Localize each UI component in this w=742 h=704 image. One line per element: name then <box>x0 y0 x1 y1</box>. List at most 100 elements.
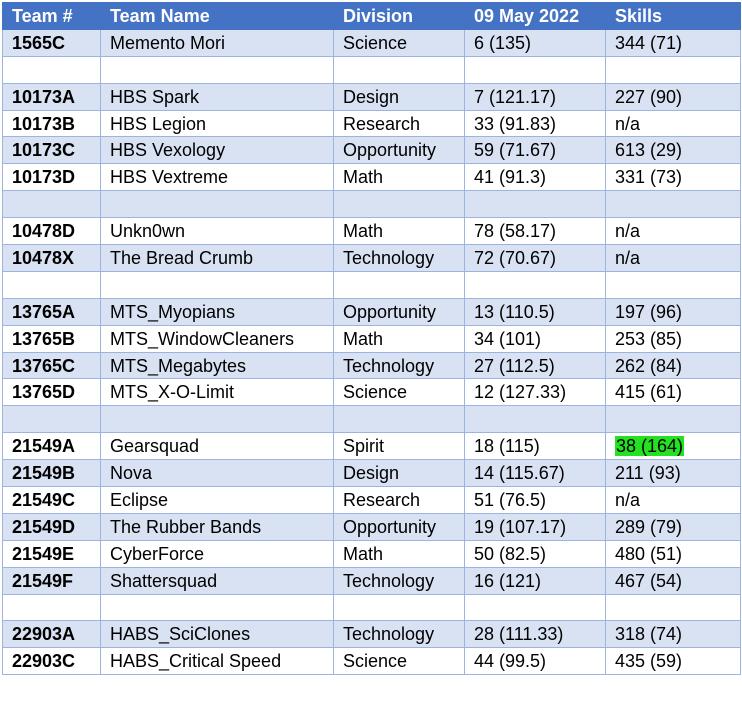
cell-skills-rank: 331 (73) <box>605 163 741 192</box>
cell-date-rank: 41 (91.3) <box>464 163 606 192</box>
cell-team-name: HBS Vexology <box>100 136 334 165</box>
cell-date-rank: 18 (115) <box>464 432 606 461</box>
cell-division: Opportunity <box>333 297 465 326</box>
cell-team-number: 21549C <box>2 486 101 514</box>
table-row: 21549C Eclipse Research 51 (76.5) n/a <box>2 486 741 514</box>
cell-date-rank: 34 (101) <box>464 324 606 353</box>
cell-skills-rank: 197 (96) <box>605 297 741 326</box>
cell-skills-rank: 613 (29) <box>605 136 741 165</box>
cell-skills-rank <box>605 190 741 219</box>
header-date: 09 May 2022 <box>464 2 606 30</box>
cell-division: Math <box>333 324 465 353</box>
cell-skills-rank: 480 (51) <box>605 539 741 568</box>
cell-skills-rank: 227 (90) <box>605 82 741 111</box>
cell-team-name: MTS_WindowCleaners <box>100 324 334 353</box>
cell-team-number: 22903A <box>2 620 101 649</box>
cell-team-number: 21549E <box>2 539 101 568</box>
cell-team-name: HBS Spark <box>100 82 334 111</box>
cell-division: Opportunity <box>333 512 465 541</box>
table-row: 21549B Nova Design 14 (115.67) 211 (93) <box>2 459 741 488</box>
cell-team-number: 21549B <box>2 459 101 488</box>
cell-date-rank: 50 (82.5) <box>464 539 606 568</box>
cell-date-rank <box>464 405 606 434</box>
cell-team-number <box>2 270 101 299</box>
cell-date-rank: 13 (110.5) <box>464 297 606 326</box>
cell-team-name: Nova <box>100 459 334 488</box>
cell-team-number: 10173B <box>2 109 101 138</box>
cell-date-rank: 72 (70.67) <box>464 244 606 272</box>
cell-division: Opportunity <box>333 136 465 165</box>
cell-date-rank <box>464 270 606 299</box>
table-row: 21549F Shattersquad Technology 16 (121) 467 … <box>2 566 741 595</box>
cell-skills-rank: 415 (61) <box>605 378 741 407</box>
cell-team-name: The Bread Crumb <box>100 244 334 272</box>
cell-date-rank: 7 (121.17) <box>464 82 606 111</box>
header-team-number: Team # <box>2 2 101 30</box>
cell-team-number: 21549D <box>2 512 101 541</box>
cell-date-rank: 78 (58.17) <box>464 217 606 246</box>
highlighted-skills-value: 38 (164) <box>615 436 685 457</box>
cell-team-name <box>100 270 334 299</box>
cell-date-rank: 16 (121) <box>464 566 606 595</box>
table-row <box>2 190 741 219</box>
cell-date-rank: 33 (91.83) <box>464 109 606 138</box>
cell-skills-rank <box>605 405 741 434</box>
cell-team-name: MTS_X-O-Limit <box>100 378 334 407</box>
cell-skills-rank: 38 (164) <box>605 432 741 461</box>
cell-date-rank <box>464 593 606 622</box>
cell-division <box>333 593 465 622</box>
table-row: 10173B HBS Legion Research 33 (91.83) n/a <box>2 109 741 138</box>
cell-team-name: Gearsquad <box>100 432 334 461</box>
cell-team-number: 21549F <box>2 566 101 595</box>
table-row <box>2 270 741 299</box>
cell-team-number: 22903C <box>2 647 101 676</box>
table-body: 1565C Memento Mori Science 6 (135) 344 (71) 1… <box>2 28 741 676</box>
cell-skills-rank: n/a <box>605 217 741 246</box>
cell-team-name: CyberForce <box>100 539 334 568</box>
cell-team-number: 1565C <box>2 28 101 57</box>
cell-team-number <box>2 405 101 434</box>
cell-date-rank: 27 (112.5) <box>464 351 606 380</box>
table-row <box>2 405 741 434</box>
cell-date-rank: 51 (76.5) <box>464 486 606 514</box>
cell-division: Technology <box>333 244 465 272</box>
cell-division <box>333 55 465 84</box>
cell-team-number: 10173A <box>2 82 101 111</box>
cell-date-rank: 6 (135) <box>464 28 606 57</box>
cell-date-rank: 28 (111.33) <box>464 620 606 649</box>
table-row: 10478D Unkn0wn Math 78 (58.17) n/a <box>2 217 741 246</box>
cell-division: Math <box>333 163 465 192</box>
cell-team-number <box>2 55 101 84</box>
cell-team-name <box>100 190 334 219</box>
cell-division: Math <box>333 539 465 568</box>
cell-division: Science <box>333 647 465 676</box>
team-rankings-table: Team # Team Name Division 09 May 2022 Sk… <box>2 2 741 676</box>
table-row: 1565C Memento Mori Science 6 (135) 344 (71) <box>2 28 741 57</box>
cell-team-name: MTS_Megabytes <box>100 351 334 380</box>
cell-division: Research <box>333 486 465 514</box>
cell-division: Technology <box>333 620 465 649</box>
cell-division <box>333 270 465 299</box>
cell-skills-rank <box>605 55 741 84</box>
table-row: 21549E CyberForce Math 50 (82.5) 480 (51) <box>2 539 741 568</box>
cell-date-rank: 59 (71.67) <box>464 136 606 165</box>
cell-division: Technology <box>333 566 465 595</box>
cell-team-name <box>100 593 334 622</box>
table-row: 13765C MTS_Megabytes Technology 27 (112.5) 2… <box>2 351 741 380</box>
cell-skills-rank: 435 (59) <box>605 647 741 676</box>
cell-date-rank <box>464 55 606 84</box>
table-row: 21549D The Rubber Bands Opportunity 19 (107… <box>2 512 741 541</box>
table-row: 13765D MTS_X-O-Limit Science 12 (127.33) 415… <box>2 378 741 407</box>
cell-skills-rank: 211 (93) <box>605 459 741 488</box>
cell-skills-rank: n/a <box>605 486 741 514</box>
cell-team-name: Shattersquad <box>100 566 334 595</box>
cell-team-number: 10478X <box>2 244 101 272</box>
table-row: 13765A MTS_Myopians Opportunity 13 (110.5) 1… <box>2 297 741 326</box>
cell-division: Design <box>333 459 465 488</box>
cell-team-name: Unkn0wn <box>100 217 334 246</box>
table-row: 10478X The Bread Crumb Technology 72 (70.67… <box>2 244 741 272</box>
cell-team-name <box>100 405 334 434</box>
cell-team-number <box>2 190 101 219</box>
cell-team-number: 13765B <box>2 324 101 353</box>
cell-team-number: 21549A <box>2 432 101 461</box>
